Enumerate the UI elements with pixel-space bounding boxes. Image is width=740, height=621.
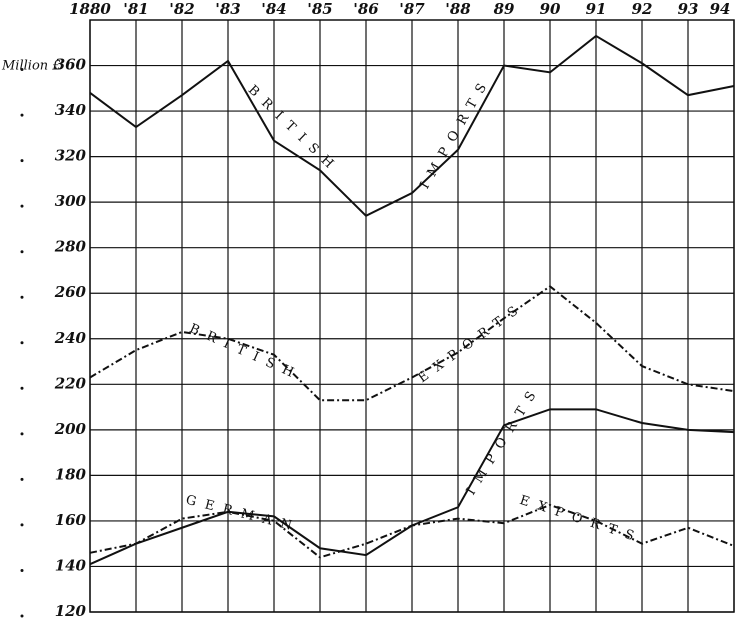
- ditto-dot: [20, 295, 24, 299]
- ditto-dot: [20, 386, 24, 390]
- x-tick-label: 1880: [69, 0, 111, 18]
- series-annotation: GERMAN: [184, 493, 302, 536]
- y-tick-label: 360: [55, 56, 87, 74]
- ditto-dot: [20, 250, 24, 254]
- x-tick-label: '88: [445, 0, 471, 18]
- y-tick-label: 120: [55, 602, 87, 620]
- y-tick-label: 200: [54, 420, 87, 438]
- ditto-dot: [20, 477, 24, 481]
- ditto-dot: [20, 68, 24, 72]
- y-tick-label: 260: [54, 283, 87, 301]
- y-tick-label: 140: [55, 556, 87, 574]
- x-tick-label: 89: [494, 0, 515, 18]
- y-tick-label: 220: [54, 374, 87, 392]
- series-annotation: EXPORTS: [518, 493, 645, 547]
- x-tick-label: 94: [710, 0, 731, 18]
- series-line: [89, 285, 735, 402]
- series-line: [89, 503, 735, 559]
- ditto-dot: [20, 614, 24, 618]
- x-tick-label: 92: [632, 0, 653, 18]
- ditto-dot: [20, 523, 24, 527]
- y-tick-label: 300: [55, 192, 87, 210]
- x-tick-label: 90: [540, 0, 561, 18]
- x-tick-label: '83: [215, 0, 240, 18]
- y-tick-label: 320: [55, 147, 87, 165]
- y-tick-label: 280: [54, 238, 87, 256]
- y-tick-label: 240: [54, 329, 87, 347]
- y-tick-label: 180: [55, 465, 87, 483]
- series-annotation: IMPORTS: [418, 73, 495, 191]
- ditto-dot: [20, 432, 24, 436]
- ditto-dot: [20, 113, 24, 117]
- y-tick-label: 340: [55, 101, 87, 119]
- ditto-dot: [20, 341, 24, 345]
- series-annotation: EXPORTS: [416, 299, 529, 387]
- x-tick-label: 91: [586, 0, 607, 18]
- x-tick-label: '82: [169, 0, 194, 18]
- y-axis-label: Million £: [1, 59, 61, 74]
- series-line: [89, 34, 735, 218]
- y-tick-label: 160: [55, 511, 87, 529]
- series-annotation: BRITISH: [187, 321, 304, 384]
- x-tick-label: '87: [399, 0, 425, 18]
- x-tick-label: '85: [307, 0, 332, 18]
- ditto-dot: [20, 568, 24, 572]
- x-tick-label: '86: [353, 0, 379, 18]
- x-tick-label: 93: [678, 0, 699, 18]
- x-tick-label: '84: [261, 0, 286, 18]
- x-tick-label: '81: [123, 0, 148, 18]
- ditto-dot: [20, 159, 24, 163]
- series-annotation: BRITISH: [245, 83, 343, 178]
- ditto-dot: [20, 204, 24, 208]
